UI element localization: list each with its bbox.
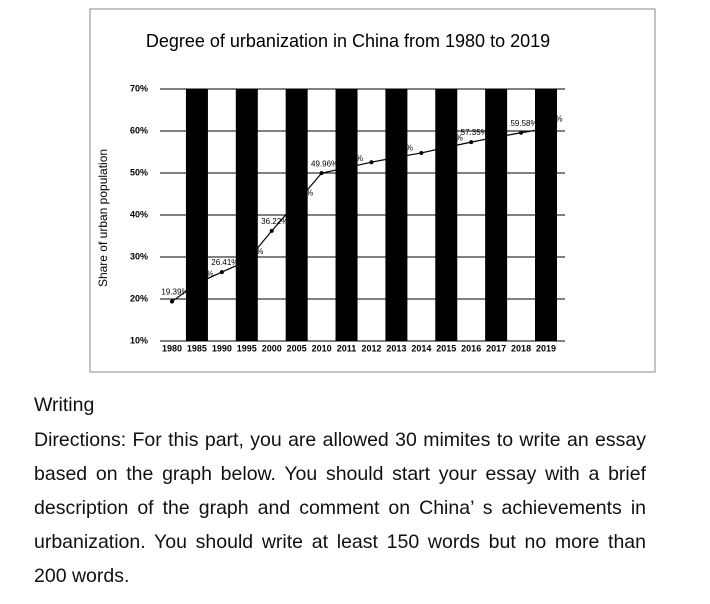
- occluding-bar: [335, 89, 358, 341]
- x-tick-label: 2019: [536, 343, 556, 353]
- x-tick-label: 2018: [511, 343, 531, 353]
- section-heading: Writing: [34, 394, 95, 416]
- data-point: [170, 299, 174, 304]
- data-point: [219, 270, 224, 275]
- y-tick-label: 40%: [130, 209, 148, 219]
- x-tick-label: 2017: [486, 343, 506, 353]
- data-point: [469, 140, 474, 145]
- x-tick-label: 2012: [361, 343, 381, 353]
- occluding-bar: [535, 89, 557, 341]
- x-tick-label: 1980: [162, 343, 182, 353]
- x-tick-label: 2016: [461, 343, 481, 353]
- chart-title: Degree of urbanization in China from 198…: [146, 31, 550, 51]
- chart: Degree of urbanization in China from 198…: [89, 8, 656, 373]
- data-point: [369, 160, 374, 165]
- x-tick-label: 2010: [312, 343, 332, 353]
- directions: Directions: For this part, you are allow…: [34, 429, 646, 587]
- x-tick-label: 1990: [212, 343, 232, 353]
- y-tick-label: 70%: [130, 83, 148, 93]
- value-label: 36.22%: [261, 217, 288, 226]
- y-tick-label: 20%: [130, 293, 148, 303]
- y-tick-label: 60%: [130, 125, 148, 135]
- value-label: 57.35%: [461, 128, 488, 137]
- value-label: 59.58%: [510, 119, 537, 128]
- value-label: 19.39%: [161, 288, 188, 297]
- data-point: [319, 171, 324, 176]
- chart-frame: [89, 8, 656, 373]
- data-line: [171, 127, 547, 303]
- occluding-bar: [385, 89, 408, 341]
- y-tick-label: 30%: [130, 251, 148, 261]
- x-tick-label: 2005: [287, 343, 307, 353]
- x-tick-label: 2015: [436, 343, 456, 353]
- data-point: [269, 228, 274, 233]
- y-tick-label: 10%: [130, 335, 148, 345]
- x-tick-label: 2011: [337, 343, 357, 353]
- y-axis-label: Share of urban population: [96, 149, 110, 287]
- occluding-bar: [285, 89, 308, 341]
- value-label: 26.41%: [211, 258, 238, 267]
- occluding-bar: [235, 89, 258, 341]
- x-tick-label: 2000: [262, 343, 282, 353]
- x-tick-label: 1985: [187, 343, 207, 353]
- occluding-bar: [435, 89, 458, 341]
- x-tick-label: 1995: [237, 343, 257, 353]
- data-point: [419, 150, 424, 155]
- x-tick-label: 2013: [386, 343, 406, 353]
- x-tick-label: 2014: [411, 343, 431, 353]
- plot: 10%20%30%40%50%60%70%19.39%23.71%26.41%2…: [130, 83, 565, 353]
- y-tick-label: 50%: [130, 167, 148, 177]
- value-label: 49.96%: [311, 159, 338, 168]
- occluding-bar: [185, 89, 208, 341]
- data-point: [519, 130, 524, 135]
- occluding-bar: [485, 89, 508, 341]
